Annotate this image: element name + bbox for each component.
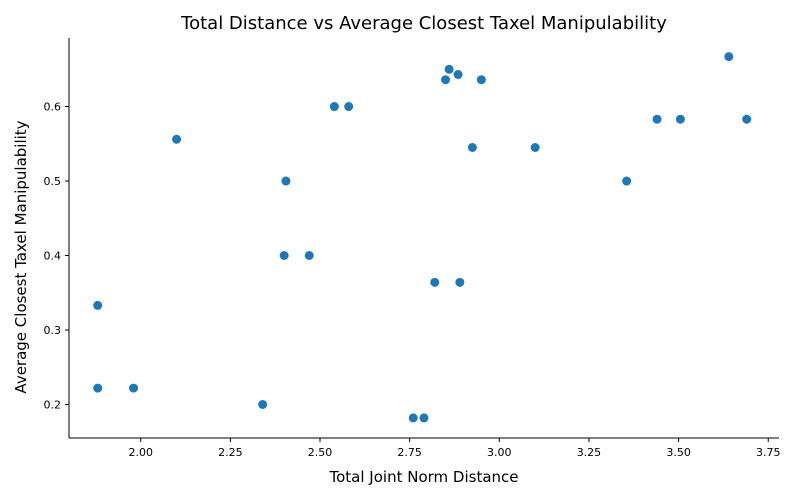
y-tick-label: 0.2 [44, 398, 62, 411]
scatter-point [344, 102, 354, 112]
scatter-point [419, 413, 429, 423]
scatter-point [652, 114, 662, 124]
scatter-point [675, 114, 685, 124]
scatter-point [441, 75, 451, 85]
y-tick-label: 0.6 [44, 101, 62, 114]
scatter-point [476, 75, 486, 85]
y-tick-label: 0.3 [44, 324, 62, 337]
scatter-point [444, 64, 454, 74]
scatter-point [329, 102, 339, 112]
x-tick-label: 2.50 [308, 446, 333, 459]
y-axis-label: Average Closest Taxel Manipulability [12, 120, 30, 393]
y-tick-label: 0.5 [44, 175, 62, 188]
x-tick-label: 2.25 [218, 446, 243, 459]
scatter-point [724, 52, 734, 62]
scatter-point [453, 69, 463, 79]
scatter-point [467, 142, 477, 152]
x-tick-label: 2.75 [397, 446, 422, 459]
scatter-point [129, 383, 139, 393]
x-tick-label: 2.00 [128, 446, 153, 459]
x-axis-ticks: 2.00 2.25 2.50 2.75 3.00 3.25 3.50 3.75 [128, 438, 780, 459]
scatter-point [622, 176, 632, 186]
scatter-point [281, 176, 291, 186]
x-tick-label: 3.25 [577, 446, 602, 459]
x-axis-label: Total Joint Norm Distance [329, 468, 519, 486]
scatter-point [408, 413, 418, 423]
plot-area [93, 52, 752, 423]
x-tick-label: 3.50 [666, 446, 691, 459]
scatter-point [742, 114, 752, 124]
y-axis-ticks: 0.2 0.3 0.4 0.5 0.6 [44, 101, 69, 411]
scatter-point [93, 300, 103, 310]
scatter-point [258, 399, 268, 409]
scatter-point [430, 277, 440, 287]
y-tick-label: 0.4 [44, 250, 62, 263]
scatter-point [93, 383, 103, 393]
scatter-point [279, 251, 289, 261]
chart-title: Total Distance vs Average Closest Taxel … [180, 13, 667, 34]
scatter-point [172, 134, 182, 144]
scatter-point [304, 251, 314, 261]
scatter-point [455, 277, 465, 287]
x-tick-label: 3.75 [756, 446, 781, 459]
scatter-point [530, 142, 540, 152]
x-tick-label: 3.00 [487, 446, 512, 459]
